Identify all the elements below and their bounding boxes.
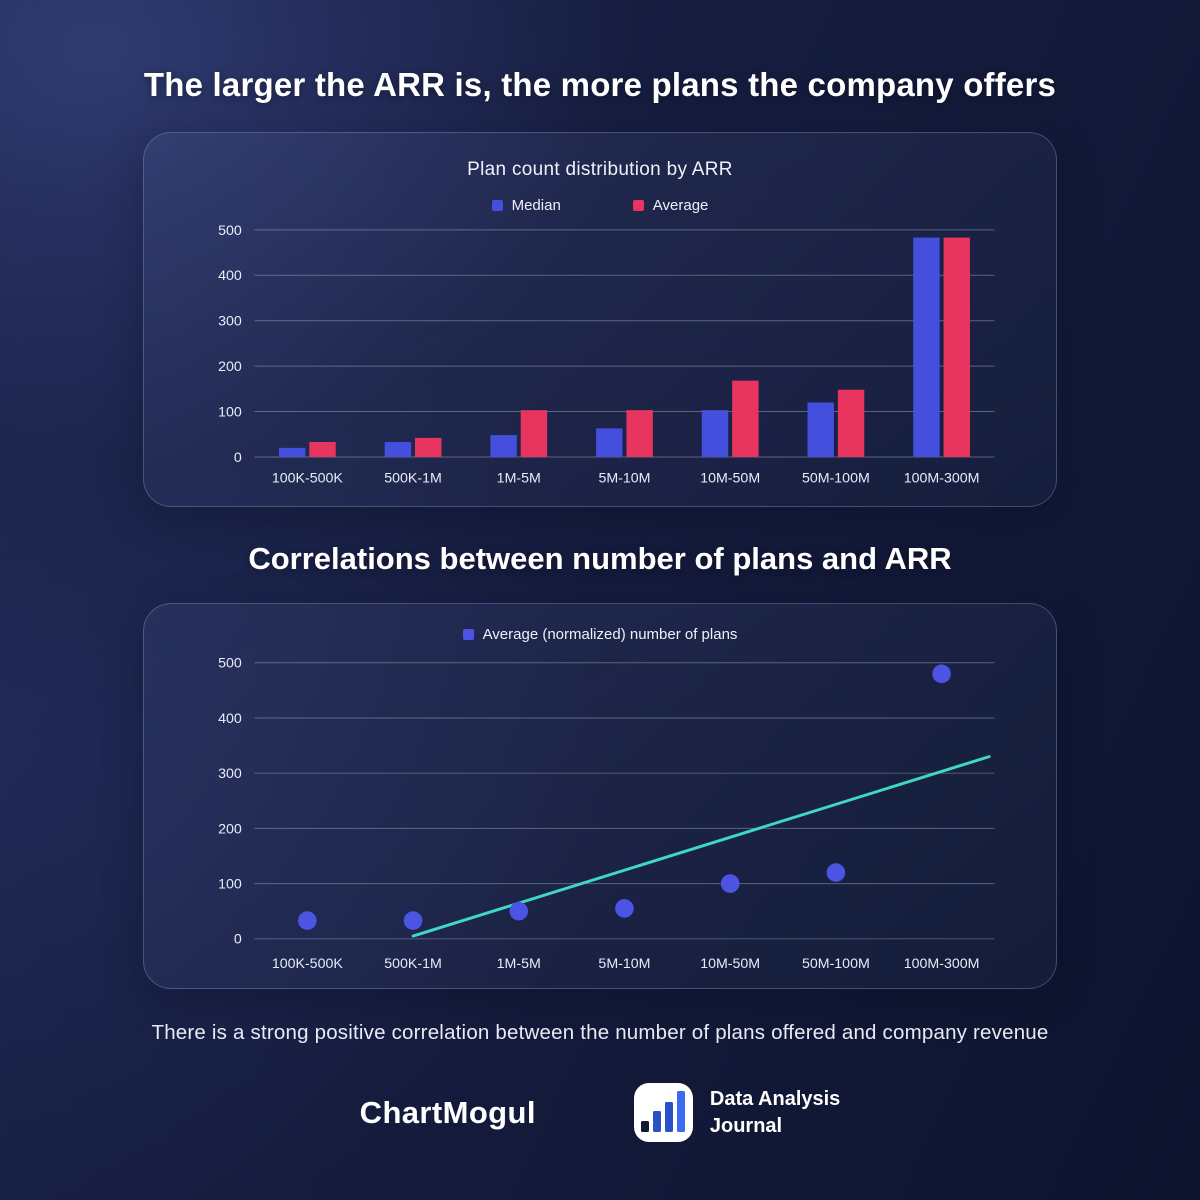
svg-text:50M-100M: 50M-100M xyxy=(802,956,870,972)
logo-bar-1 xyxy=(641,1121,650,1133)
svg-text:1M-5M: 1M-5M xyxy=(497,470,541,486)
svg-text:200: 200 xyxy=(218,822,242,838)
scatter-swatch-icon xyxy=(462,629,474,641)
svg-text:0: 0 xyxy=(234,450,242,466)
svg-text:100M-300M: 100M-300M xyxy=(904,470,980,486)
svg-text:0: 0 xyxy=(234,932,242,948)
median-legend-label: Median xyxy=(511,197,561,214)
scatter-chart-card: Average (normalized) number of plans 0 10… xyxy=(143,603,1057,990)
svg-text:500: 500 xyxy=(218,656,242,672)
section-title: Correlations between number of plans and… xyxy=(248,541,952,577)
logo-bar-3 xyxy=(665,1102,674,1133)
average-legend-label: Average xyxy=(652,197,709,214)
svg-text:1M-5M: 1M-5M xyxy=(497,956,541,972)
svg-text:100: 100 xyxy=(218,877,242,893)
daj-logo-line1: Data Analysis xyxy=(709,1087,841,1110)
legend-item-median: Median xyxy=(491,197,561,214)
svg-text:50M-100M: 50M-100M xyxy=(802,470,870,486)
svg-text:400: 400 xyxy=(218,711,242,727)
average-swatch-icon xyxy=(632,200,644,211)
main-title: The larger the ARR is, the more plans th… xyxy=(143,66,1057,103)
svg-text:100M-300M: 100M-300M xyxy=(904,956,980,972)
svg-text:300: 300 xyxy=(218,766,242,782)
svg-text:500: 500 xyxy=(218,224,242,239)
footnote: There is a strong positive correlation b… xyxy=(151,1021,1049,1045)
daj-logo-text: Data Analysis Journal xyxy=(710,1086,840,1140)
logo-bar-4 xyxy=(677,1091,686,1133)
scatter-chart: 0 100 200 300 400 500 100K-500K 500K-1M 1M-5M 5M-… xyxy=(218,656,995,972)
scatter-chart-legend: Average (normalized) number of plans xyxy=(184,626,1016,643)
svg-text:10M-50M: 10M-50M xyxy=(700,470,760,486)
legend-item-average: Average xyxy=(632,197,709,214)
svg-text:500K-1M: 500K-1M xyxy=(384,956,442,972)
data-analysis-journal-logo: Data Analysis Journal xyxy=(633,1083,840,1143)
svg-text:300: 300 xyxy=(218,314,242,330)
legend-item-average-normalized: Average (normalized) number of plans xyxy=(462,626,738,644)
svg-text:500K-1M: 500K-1M xyxy=(384,470,442,486)
svg-text:100: 100 xyxy=(218,404,242,420)
median-swatch-icon xyxy=(491,200,503,211)
bar-chart-legend: Median Average xyxy=(184,197,1016,214)
svg-text:400: 400 xyxy=(218,268,242,284)
bar-chart-title: Plan count distribution by ARR xyxy=(467,159,733,180)
svg-text:5M-10M: 5M-10M xyxy=(598,956,650,972)
svg-text:10M-50M: 10M-50M xyxy=(700,956,760,972)
bar-chart-logo-icon xyxy=(633,1083,693,1143)
svg-text:100K-500K: 100K-500K xyxy=(272,470,344,486)
chartmogul-logo: ChartMogul xyxy=(359,1094,536,1130)
svg-text:100K-500K: 100K-500K xyxy=(272,956,344,972)
bar-chart: 0 100 200 300 400 500 100K-500K 500K-1M 1M-5M 5M-… xyxy=(218,224,995,486)
footer-logos: ChartMogul Data Analysis Journal xyxy=(0,1083,1200,1143)
logo-bar-2 xyxy=(653,1111,662,1133)
svg-text:200: 200 xyxy=(218,359,242,375)
daj-logo-line2: Journal xyxy=(709,1114,783,1137)
scatter-legend-label: Average (normalized) number of plans xyxy=(482,626,738,644)
bar-chart-card: Plan count distribution by ARR Median Av… xyxy=(143,132,1057,508)
svg-text:5M-10M: 5M-10M xyxy=(598,470,650,486)
